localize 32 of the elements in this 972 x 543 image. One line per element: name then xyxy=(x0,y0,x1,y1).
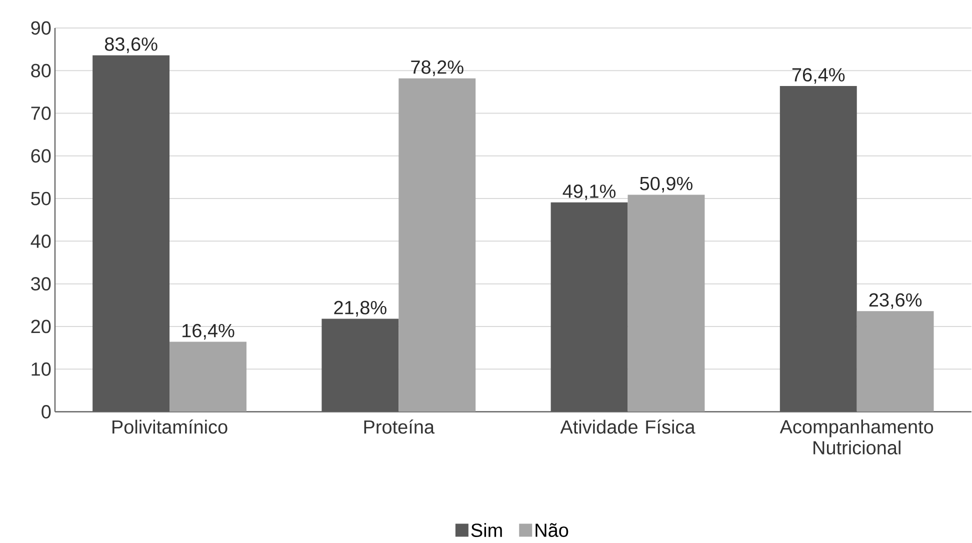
x-tick-label: Acompanhamento Nutricional xyxy=(780,420,934,455)
y-tick-label: 30 xyxy=(31,277,51,291)
y-tick-label: 40 xyxy=(30,234,51,248)
x-tick-label: Atividade Física xyxy=(560,420,696,434)
y-tick-label: 80 xyxy=(31,64,51,78)
data-label: 49,1% xyxy=(562,184,616,200)
x-tick-label: Polivitamínico xyxy=(112,420,228,434)
y-tick-label: 10 xyxy=(32,362,51,376)
data-label: 83,6% xyxy=(104,38,158,54)
y-tick-label: 90 xyxy=(31,21,51,35)
data-label: 23,6% xyxy=(869,293,922,310)
bar xyxy=(780,86,857,412)
data-label: 76,4% xyxy=(792,68,845,84)
y-tick-label: 70 xyxy=(31,106,51,120)
y-tick-label: 20 xyxy=(31,320,51,334)
bar xyxy=(550,202,628,412)
bar xyxy=(92,55,170,412)
bar xyxy=(628,194,705,412)
data-label: 21,8% xyxy=(334,301,386,317)
data-label: 50,9% xyxy=(640,176,692,193)
legend-label: Não xyxy=(536,523,568,538)
y-tick-label: 60 xyxy=(31,149,51,163)
y-tick-label: 50 xyxy=(31,192,51,206)
bar xyxy=(398,78,476,412)
bar xyxy=(170,342,246,412)
bar xyxy=(322,318,399,412)
data-label: 78,2% xyxy=(411,60,464,76)
legend-label: Sim xyxy=(471,523,502,538)
bar xyxy=(856,311,934,412)
x-tick-label: Proteína xyxy=(364,420,435,434)
y-tick-label: 0 xyxy=(42,405,51,419)
data-label: 16,4% xyxy=(182,324,234,340)
